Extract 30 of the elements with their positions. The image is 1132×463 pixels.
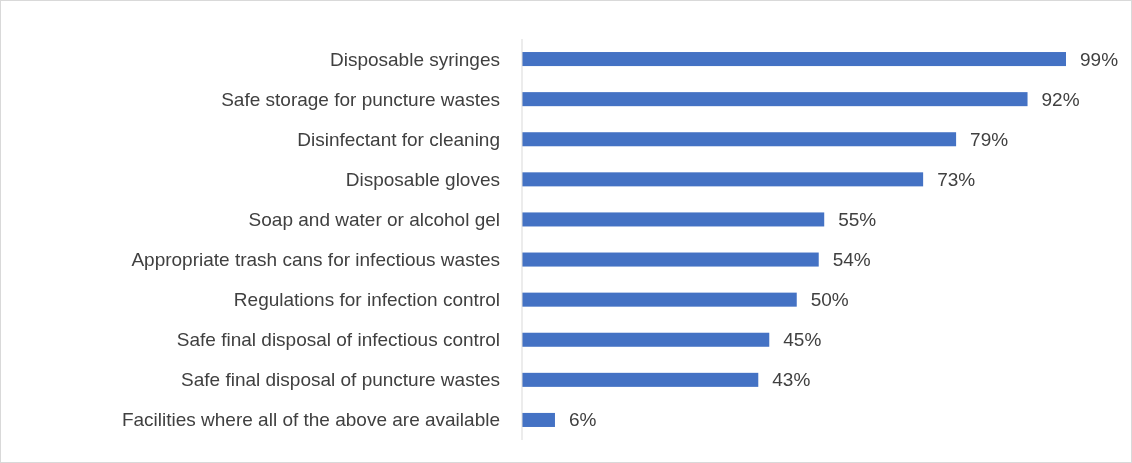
- y-tick-label: Safe final disposal of puncture wastes: [181, 369, 500, 391]
- y-tick-label: Soap and water or alcohol gel: [248, 208, 500, 230]
- y-tick-label: Disposable syringes: [329, 48, 500, 70]
- data-label: 45%: [783, 329, 822, 351]
- bar: [522, 92, 1028, 107]
- data-label: 92%: [1041, 88, 1080, 110]
- y-tick-label: Disposable gloves: [345, 168, 500, 190]
- data-label: 50%: [810, 289, 849, 311]
- y-tick-label: Safe final disposal of infectious control: [176, 329, 500, 351]
- bar: [522, 372, 759, 387]
- bar: [522, 252, 819, 267]
- y-tick-label: Facilities where all of the above are available: [121, 409, 500, 431]
- y-tick-label: Disinfectant for cleaning: [297, 128, 500, 150]
- y-tick-label: Safe storage for puncture wastes: [221, 88, 500, 110]
- data-label: 54%: [832, 249, 871, 271]
- data-label: 73%: [937, 168, 976, 190]
- data-label: 79%: [970, 128, 1009, 150]
- y-tick-label: Regulations for infection control: [233, 289, 500, 311]
- y-tick-label: Appropriate trash cans for infectious wastes: [131, 249, 500, 271]
- bar: [522, 52, 1066, 67]
- bar: [522, 412, 555, 427]
- bar: [522, 212, 825, 227]
- data-label: 43%: [772, 369, 811, 391]
- bar: [522, 172, 924, 187]
- data-label: 6%: [568, 409, 597, 431]
- data-label: 99%: [1080, 48, 1119, 70]
- bar: [522, 292, 797, 307]
- data-label: 55%: [838, 208, 877, 230]
- bar: [522, 332, 770, 347]
- bar: [522, 132, 957, 147]
